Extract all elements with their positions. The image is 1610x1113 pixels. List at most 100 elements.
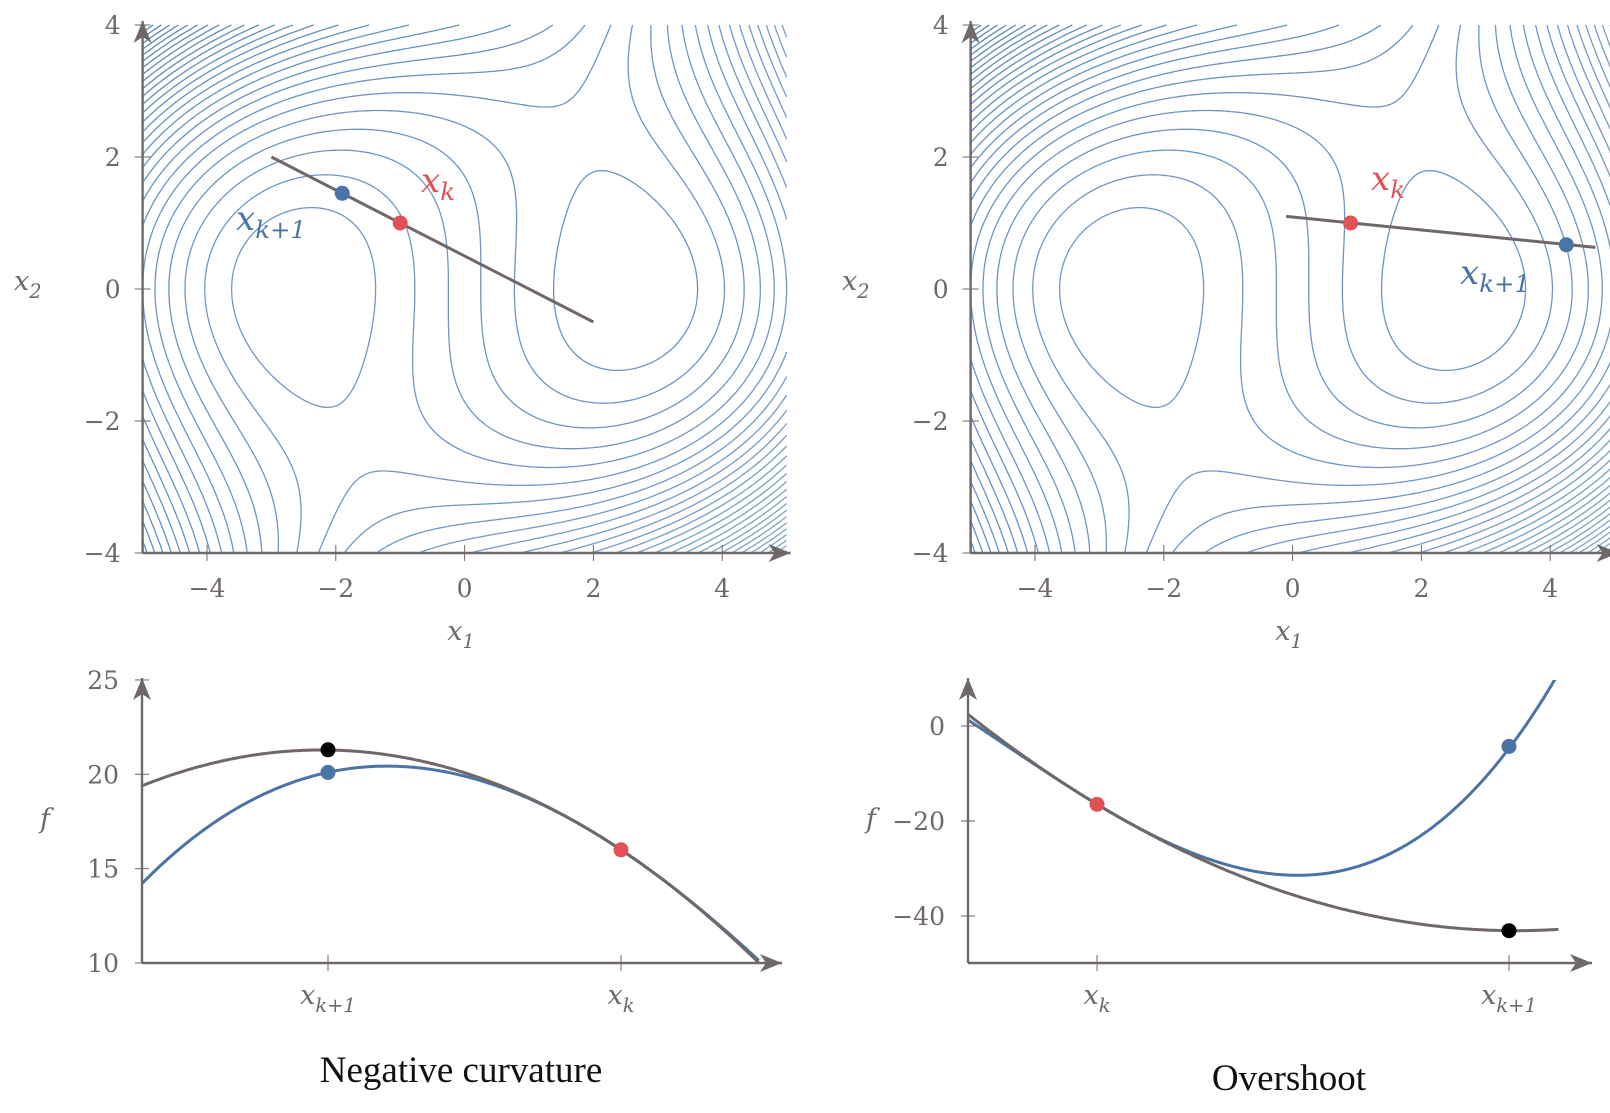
y-axis-label: f: [38, 804, 54, 835]
y-tick-label: 4: [933, 11, 949, 40]
x-tick-label-subscript: k+1: [1496, 994, 1536, 1017]
x-tick-label: 4: [714, 574, 730, 603]
x-tick-label: 4: [1542, 574, 1558, 603]
y-axis-label-subscript: 2: [856, 280, 869, 303]
axis-arrowhead: [959, 678, 977, 700]
data-point: [613, 842, 629, 858]
y-tick-label: 10: [87, 949, 119, 978]
y-tick-label: 2: [105, 143, 121, 172]
contour-level: [1204, 24, 1610, 554]
x-tick-label: 2: [585, 574, 601, 603]
contour-level: [142, 24, 460, 554]
contour-level: [982, 24, 1554, 554]
contour-level: [142, 24, 370, 554]
axis-arrowhead: [1570, 954, 1592, 972]
y-axis-label-subscript: 2: [28, 280, 41, 303]
x-tick-label-subscript: k: [623, 994, 635, 1017]
contour-level: [969, 24, 1414, 554]
panel-title-overshoot: Overshoot: [1212, 1058, 1367, 1099]
label-x-k-plus-1-subscript: k+1: [1479, 269, 1530, 298]
y-axis-label-base: x: [842, 266, 857, 297]
y-tick-label: 0: [105, 275, 121, 304]
data-point: [320, 764, 336, 780]
panel-title-negative-curvature: Negative curvature: [320, 1050, 603, 1091]
label-x-k-plus-1-subscript: k+1: [255, 215, 306, 244]
axis-arrowhead: [760, 954, 782, 972]
y-tick-label: −40: [892, 902, 945, 931]
x-tick-label: xk: [607, 980, 634, 1017]
y-tick-label: −4: [84, 539, 121, 568]
axis-arrowhead: [133, 678, 151, 700]
contour-level: [141, 24, 294, 554]
x-tick-label-subscript: k+1: [315, 994, 355, 1017]
contour-level: [970, 24, 1073, 90]
point-x-k: [1343, 215, 1359, 231]
x-tick-label: −4: [189, 574, 226, 603]
label-x-k-subscript: k: [1390, 175, 1405, 204]
contour-level: [970, 24, 1288, 554]
contour-level: [141, 24, 586, 554]
label-x-k-plus-1: xk+1: [1460, 253, 1530, 298]
contour-level: [1058, 24, 1610, 554]
contour-level: [970, 24, 1238, 554]
label-x-k-base: x: [421, 161, 440, 201]
contour-level: [141, 24, 314, 554]
x-tick-label: xk+1: [1481, 980, 1537, 1017]
x-tick-label-base: x: [1481, 980, 1496, 1011]
x-tick-label-base: x: [300, 980, 315, 1011]
contour-level: [142, 24, 512, 554]
label-x-k-plus-1: xk+1: [236, 199, 306, 244]
contour-level: [969, 24, 1527, 554]
y-axis-label: x2: [842, 266, 870, 303]
contour-level: [142, 24, 220, 76]
contour-level: [996, 24, 1573, 554]
contour-level: [559, 24, 788, 554]
axis-arrowhead: [1596, 544, 1610, 562]
y-tick-label: 0: [933, 275, 949, 304]
x-tick-label-subscript: k: [1099, 994, 1111, 1017]
y-axis-label-base: x: [14, 266, 29, 297]
contour-level: [1246, 24, 1610, 554]
axis-arrowhead: [133, 21, 152, 43]
x-axis-label-base: x: [447, 616, 462, 647]
axis-arrowhead: [961, 21, 980, 43]
y-axis-label: x2: [14, 266, 42, 303]
series-function-curve: [968, 680, 1557, 877]
y-axis-label: f: [864, 804, 880, 835]
x-tick-label: 0: [1285, 574, 1301, 603]
contour-level: [184, 24, 761, 554]
label-x-k: xk: [1371, 159, 1405, 204]
x-axis-label: x1: [1275, 616, 1303, 653]
y-tick-label: 20: [87, 760, 119, 789]
contour-level: [142, 24, 245, 90]
contour-level: [1012, 24, 1589, 554]
data-point: [1501, 738, 1517, 754]
contour-level: [969, 24, 1142, 554]
x-tick-label: 0: [457, 574, 473, 603]
contour-level: [141, 24, 339, 554]
contour-level: [204, 24, 775, 554]
label-x-k-plus-1-base: x: [236, 199, 255, 239]
point-x-k-plus-1: [1558, 237, 1574, 253]
x-tick-label: xk: [1083, 980, 1110, 1017]
x-axis-label: x1: [447, 616, 475, 653]
x-tick-label: −4: [1017, 574, 1054, 603]
y-tick-label: 4: [105, 11, 121, 40]
contour-level: [636, 24, 788, 554]
search-direction-line: [270, 155, 595, 324]
label-x-k: xk: [421, 161, 455, 206]
x-axis-label-subscript: 1: [462, 630, 474, 653]
label-x-k-subscript: k: [440, 177, 455, 206]
label-x-k-base: x: [1371, 159, 1390, 199]
series-quadratic-model-curve: [142, 748, 760, 964]
y-tick-label: −20: [892, 807, 945, 836]
contour-level: [168, 24, 745, 554]
x-tick-label-base: x: [607, 980, 622, 1011]
y-tick-label: 2: [933, 143, 949, 172]
x-tick-label: 2: [1413, 574, 1429, 603]
contour-level: [141, 24, 699, 554]
